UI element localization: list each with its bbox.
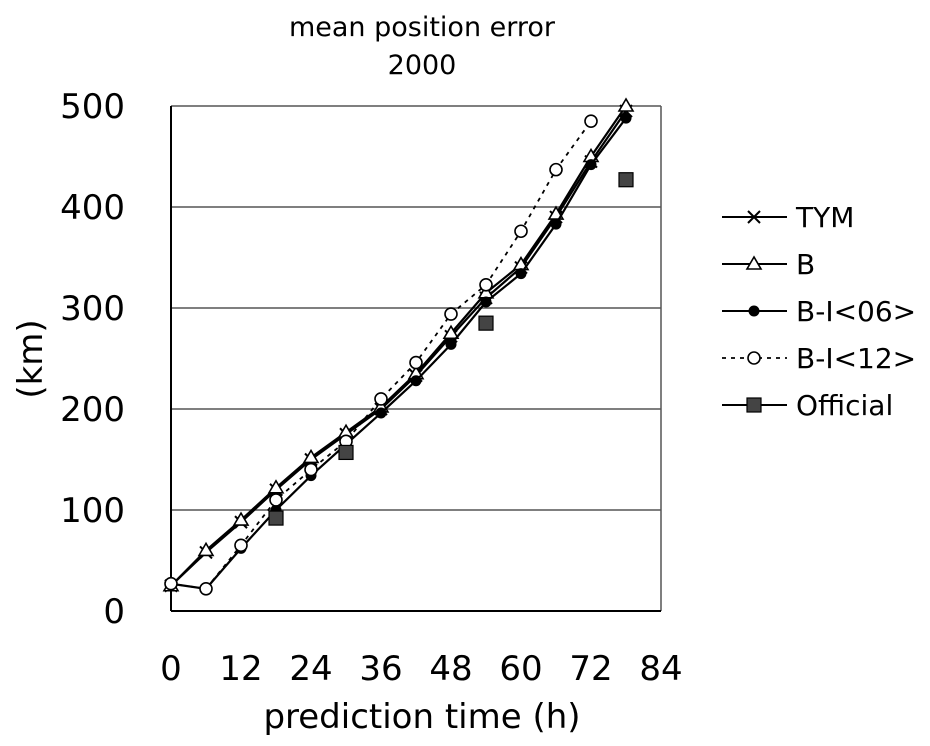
data-point [269,493,283,507]
legend-marker [748,305,760,317]
legend-label: B-I<06> [796,295,916,328]
data-point [618,172,634,188]
x-tick-label: 48 [429,649,472,689]
y-axis-label: (km) [11,319,51,398]
x-tick-label: 36 [359,649,402,689]
x-tick-label: 84 [639,649,682,689]
plot-frame [170,105,662,612]
data-point [514,224,528,239]
chart-subtitle: 2000 [388,50,457,81]
x-tick-label: 72 [569,649,612,689]
data-point [338,444,354,461]
legend-marker [745,255,763,270]
data-point [302,448,320,464]
x-tick-label: 24 [289,649,332,689]
legend-marker [746,397,762,413]
y-tick-label: 0 [103,592,125,632]
chart-title: mean position error [289,12,556,43]
data-point [232,511,250,526]
y-tick-label: 300 [60,289,125,329]
data-point [374,392,388,406]
x-tick-label: 60 [499,649,542,689]
legend-entry: TYM [722,201,854,234]
data-point [585,159,597,171]
legend: TYM B B-I<06> B-I<12> Official [722,201,916,422]
series-b [162,97,635,592]
gridlines [171,206,661,511]
x-tick-labels: 0 12 24 36 48 60 72 84 [160,649,682,689]
legend-entry: Official [722,389,893,422]
legend-marker [747,210,761,224]
x-tick-label: 12 [219,649,262,689]
legend-entry: B-I<12> [722,342,916,375]
data-point [584,114,598,128]
data-point [267,479,285,494]
data-point [478,315,494,331]
data-point [620,112,632,124]
x-tick-label: 0 [160,649,182,689]
legend-label: B-I<12> [796,342,916,375]
data-point [197,541,215,557]
data-point [550,218,562,230]
data-point [409,355,423,370]
data-point [515,268,527,280]
data-point [442,324,460,340]
legend-label: TYM [795,201,854,234]
y-tick-label: 400 [60,188,125,228]
data-point [375,407,387,419]
data-point [164,576,178,591]
data-point [549,162,563,177]
series-official [268,172,634,526]
series-line [170,105,627,587]
series-b-i-12 [164,114,598,596]
data-point [268,510,284,526]
legend-entry: B [722,248,815,281]
legend-label: B [796,248,815,281]
series-layer [162,97,635,596]
data-point [444,307,458,321]
legend-marker [747,351,761,365]
y-tick-labels: 0 100 200 300 400 500 [60,87,125,632]
y-tick-label: 200 [60,390,125,430]
data-point [410,375,422,387]
data-point [199,581,213,596]
legend-label: Official [796,389,893,422]
x-axis-label: prediction time (h) [263,697,580,737]
data-point [304,462,318,477]
data-point [617,97,635,112]
legend-entry: B-I<06> [722,295,916,328]
data-point [445,338,457,350]
y-tick-label: 500 [60,87,125,127]
data-point [479,277,493,292]
data-point [480,296,492,308]
data-point [234,538,248,553]
y-tick-label: 100 [60,491,125,531]
